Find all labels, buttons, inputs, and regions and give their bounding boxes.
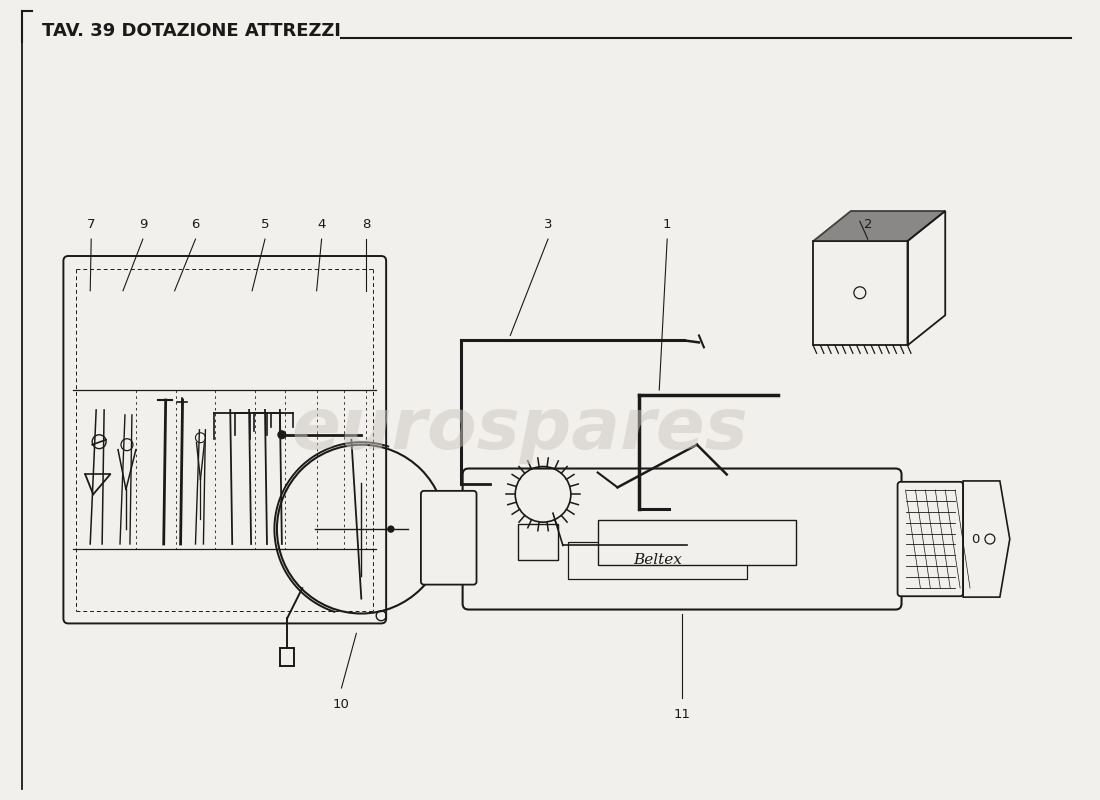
Text: 10: 10: [333, 698, 350, 711]
Circle shape: [466, 475, 484, 494]
Text: 5: 5: [261, 218, 270, 231]
FancyBboxPatch shape: [463, 469, 902, 610]
Text: 4: 4: [318, 218, 326, 231]
Text: 2: 2: [864, 218, 872, 231]
Text: Beltex: Beltex: [632, 554, 682, 567]
Bar: [568, 542, 747, 579]
Polygon shape: [813, 211, 945, 241]
Text: 9: 9: [139, 218, 147, 231]
Circle shape: [388, 526, 394, 532]
FancyBboxPatch shape: [898, 482, 964, 596]
Bar: [597, 520, 796, 565]
Text: 1: 1: [663, 218, 671, 231]
Text: 8: 8: [362, 218, 371, 231]
Text: 6: 6: [191, 218, 200, 231]
FancyBboxPatch shape: [64, 256, 386, 623]
Bar: [518, 523, 558, 560]
Text: 11: 11: [673, 708, 691, 721]
Circle shape: [278, 430, 286, 438]
Text: 0: 0: [971, 533, 979, 546]
Text: TAV. 39 DOTAZIONE ATTREZZI: TAV. 39 DOTAZIONE ATTREZZI: [42, 22, 340, 39]
Text: eurospares: eurospares: [292, 395, 749, 464]
Text: 7: 7: [87, 218, 96, 231]
FancyBboxPatch shape: [421, 491, 476, 585]
Text: 3: 3: [543, 218, 552, 231]
